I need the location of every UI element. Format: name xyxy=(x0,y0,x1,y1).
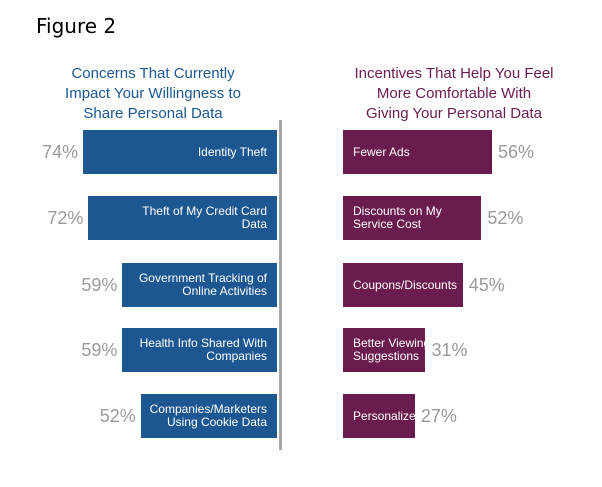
bar-label: Coupons/Discounts xyxy=(353,277,458,292)
divider xyxy=(279,120,282,450)
bar xyxy=(88,196,277,240)
value-label: 31% xyxy=(431,340,468,360)
bar-label: Fewer Ads xyxy=(353,144,410,159)
bar xyxy=(343,328,426,372)
value-label: 27% xyxy=(420,406,457,426)
value-label: 72% xyxy=(47,208,84,228)
value-label: 52% xyxy=(487,208,524,228)
bar-label: Personalized Ads xyxy=(353,408,446,423)
bar-label: Health Info Shared With Companies xyxy=(139,336,267,363)
bar-label: Better Viewing Suggestions xyxy=(353,336,431,363)
bar xyxy=(343,263,463,307)
bar xyxy=(83,130,277,174)
bar-label: Government Tracking of Online Activities xyxy=(138,271,267,298)
value-label: 56% xyxy=(497,142,534,162)
bar xyxy=(343,394,415,438)
bar xyxy=(140,394,277,438)
value-label: 59% xyxy=(81,340,118,360)
figure-label: Figure 2 xyxy=(36,14,117,38)
bar-label: Discounts on My Service Cost xyxy=(353,204,442,231)
bar-label: Theft of My Credit Card Data xyxy=(142,204,267,231)
chart-title: Concerns That Currently Impact Your Will… xyxy=(65,65,241,122)
bar-label: Companies/Marketers Using Cookie Data xyxy=(149,402,267,429)
value-label: 52% xyxy=(99,406,136,426)
chart-title: Incentives That Help You Feel More Comfo… xyxy=(354,65,554,122)
bar xyxy=(343,196,482,240)
value-label: 45% xyxy=(468,275,505,295)
bar-label: Identity Theft xyxy=(197,144,267,159)
value-label: 74% xyxy=(42,142,79,162)
value-label: 59% xyxy=(81,275,118,295)
bar xyxy=(122,263,277,307)
bar xyxy=(343,130,492,174)
bar xyxy=(122,328,277,372)
